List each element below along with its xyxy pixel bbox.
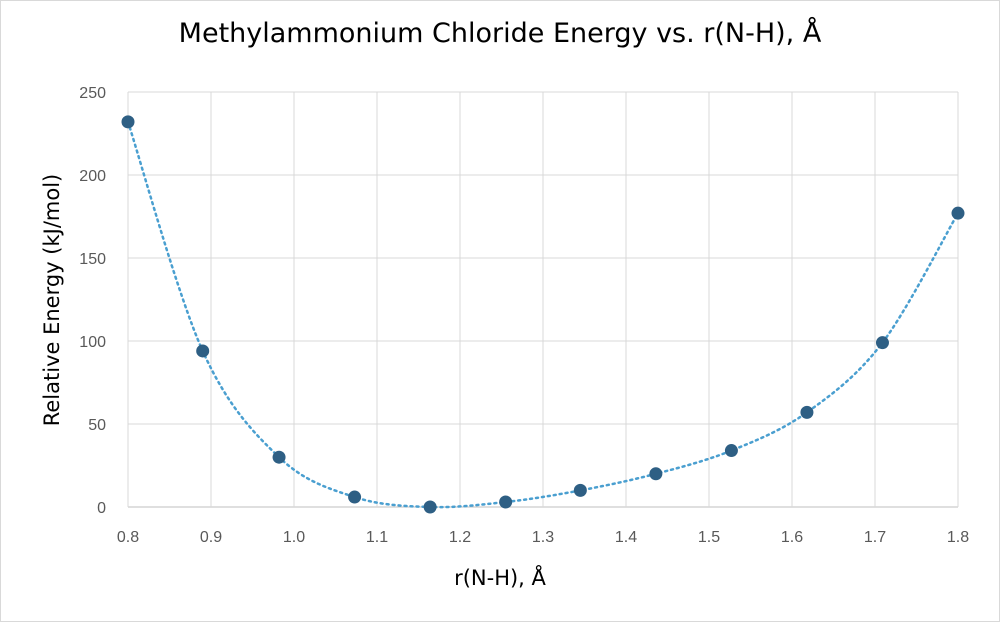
x-tick-label: 1.4 bbox=[615, 529, 637, 546]
x-tick-label: 1.5 bbox=[698, 529, 720, 546]
data-point bbox=[272, 450, 286, 464]
x-tick-label: 1.7 bbox=[864, 529, 886, 546]
data-point bbox=[121, 115, 135, 129]
x-tick-label: 1.1 bbox=[366, 529, 388, 546]
x-tick-label: 1.3 bbox=[532, 529, 554, 546]
data-point bbox=[800, 405, 814, 419]
y-tick-label: 50 bbox=[88, 417, 106, 434]
x-tick-label: 1.8 bbox=[947, 529, 969, 546]
y-tick-label: 0 bbox=[97, 500, 106, 517]
data-point bbox=[724, 444, 738, 458]
y-tick-label: 150 bbox=[79, 251, 106, 268]
data-point bbox=[573, 483, 587, 497]
x-tick-label: 1.0 bbox=[283, 529, 305, 546]
data-point bbox=[951, 206, 965, 220]
y-tick-label: 100 bbox=[79, 334, 106, 351]
data-point bbox=[196, 344, 210, 358]
data-point bbox=[499, 495, 513, 509]
data-point bbox=[649, 467, 663, 481]
x-tick-label: 1.6 bbox=[781, 529, 803, 546]
x-tick-label: 1.2 bbox=[449, 529, 471, 546]
x-tick-label: 0.9 bbox=[200, 529, 222, 546]
x-axis-label: r(N-H), Å bbox=[454, 566, 546, 590]
y-tick-label: 250 bbox=[79, 85, 106, 102]
y-tick-label: 200 bbox=[79, 168, 106, 185]
x-tick-label: 0.8 bbox=[117, 529, 139, 546]
data-point bbox=[423, 500, 437, 514]
trendline bbox=[126, 120, 960, 509]
data-point bbox=[348, 490, 362, 504]
chart-title: Methylammonium Chloride Energy vs. r(N-H… bbox=[178, 18, 822, 49]
data-point bbox=[875, 336, 889, 350]
